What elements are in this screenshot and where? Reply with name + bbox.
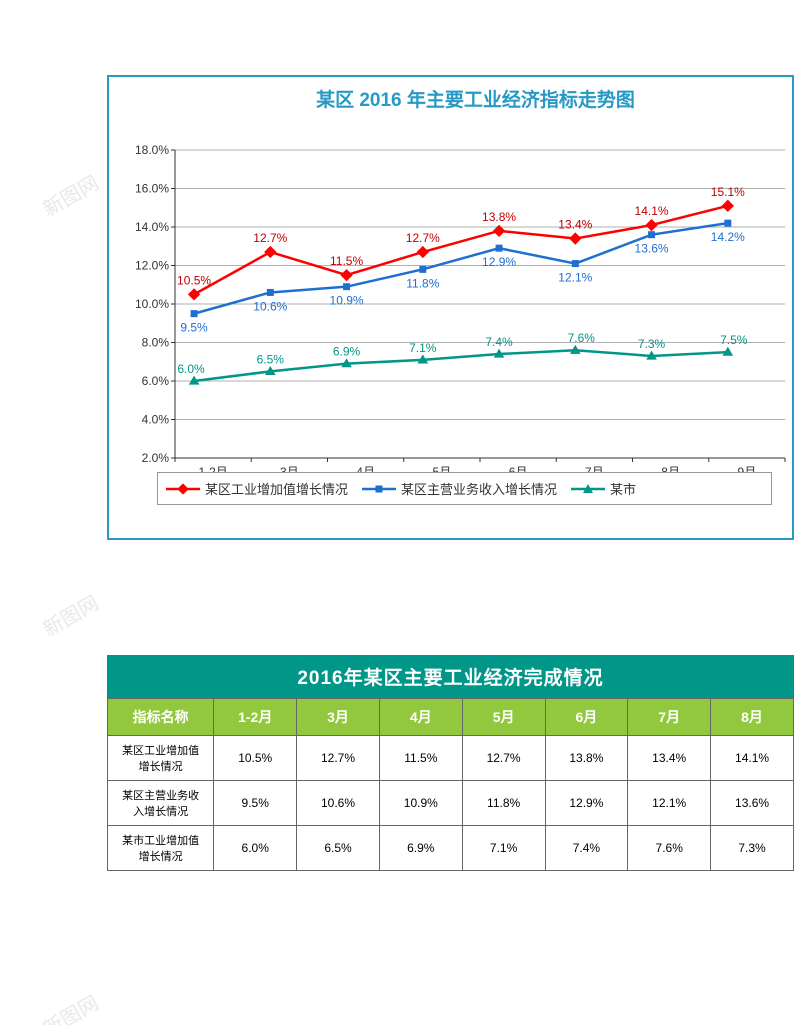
- table-cell: 9.5%: [214, 781, 297, 826]
- table-cell: 7.6%: [628, 826, 711, 871]
- chart-plot-area: 2.0% 4.0% 6.0% 8.0% 10.0% 12.0% 14.0% 16.0% 18.0…: [109, 112, 794, 472]
- table-cell: 13.8%: [545, 736, 628, 781]
- svg-text:10.5%: 10.5%: [177, 273, 211, 287]
- table-header-cell: 1-2月: [214, 699, 297, 736]
- legend-label: 某区主营业务收入增长情况: [401, 479, 557, 498]
- svg-text:3月: 3月: [280, 465, 299, 472]
- svg-text:13.6%: 13.6%: [635, 242, 669, 256]
- svg-text:14.1%: 14.1%: [635, 204, 669, 218]
- table-cell: 12.7%: [297, 736, 380, 781]
- table-cell: 7.4%: [545, 826, 628, 871]
- legend-item-series-1: 某区工业增加值增长情况: [166, 479, 348, 498]
- svg-text:9月: 9月: [738, 465, 757, 472]
- svg-text:7.1%: 7.1%: [409, 341, 437, 355]
- svg-text:6月: 6月: [509, 465, 528, 472]
- table-cell: 12.9%: [545, 781, 628, 826]
- svg-text:6.9%: 6.9%: [333, 345, 361, 359]
- table-cell: 6.5%: [297, 826, 380, 871]
- svg-text:12.1%: 12.1%: [558, 271, 592, 285]
- svg-text:12.9%: 12.9%: [482, 255, 516, 269]
- svg-text:10.0%: 10.0%: [135, 297, 169, 311]
- table-header-cell: 3月: [297, 699, 380, 736]
- table-cell: 11.5%: [379, 736, 462, 781]
- svg-text:10.9%: 10.9%: [330, 294, 364, 308]
- table-row-label: 某区主营业务收入增长情况: [108, 781, 214, 826]
- svg-text:6.5%: 6.5%: [257, 352, 285, 366]
- svg-text:13.4%: 13.4%: [558, 218, 592, 232]
- svg-text:8.0%: 8.0%: [142, 336, 170, 350]
- svg-text:6.0%: 6.0%: [142, 374, 170, 388]
- table-row-label: 某市工业增加值增长情况: [108, 826, 214, 871]
- svg-text:12.7%: 12.7%: [406, 231, 440, 245]
- watermark: 新图网: [37, 167, 103, 222]
- table-cell: 7.3%: [711, 826, 794, 871]
- chart-legend: 某区工业增加值增长情况 某区主营业务收入增长情况 某市: [157, 472, 772, 505]
- table-row: 某市工业增加值增长情况6.0%6.5%6.9%7.1%7.4%7.6%7.3%: [108, 826, 794, 871]
- svg-text:12.0%: 12.0%: [135, 259, 169, 273]
- svg-text:14.0%: 14.0%: [135, 220, 169, 234]
- table-header-cell: 指标名称: [108, 699, 214, 736]
- svg-text:1-2月: 1-2月: [198, 465, 227, 472]
- watermark: 新图网: [37, 987, 103, 1025]
- svg-text:7.5%: 7.5%: [720, 333, 748, 347]
- table-row-label: 某区工业增加值增长情况: [108, 736, 214, 781]
- table-row: 某区主营业务收入增长情况9.5%10.6%10.9%11.8%12.9%12.1…: [108, 781, 794, 826]
- table-cell: 10.6%: [297, 781, 380, 826]
- table-header-cell: 5月: [462, 699, 545, 736]
- line-chart-container: 某区 2016 年主要工业经济指标走势图 2.0% 4.0% 6.0% 8.0% 10.…: [107, 75, 794, 540]
- table-cell: 12.1%: [628, 781, 711, 826]
- svg-text:10.6%: 10.6%: [253, 299, 287, 313]
- svg-text:14.2%: 14.2%: [711, 230, 745, 244]
- table-title: 2016年某区主要工业经济完成情况: [107, 655, 794, 698]
- table-cell: 13.6%: [711, 781, 794, 826]
- table-header-cell: 6月: [545, 699, 628, 736]
- legend-label: 某区工业增加值增长情况: [205, 479, 348, 498]
- table-cell: 11.8%: [462, 781, 545, 826]
- table-header-cell: 4月: [379, 699, 462, 736]
- svg-text:16.0%: 16.0%: [135, 182, 169, 196]
- svg-text:2.0%: 2.0%: [142, 451, 170, 465]
- svg-text:9.5%: 9.5%: [180, 321, 208, 335]
- svg-text:7.3%: 7.3%: [638, 337, 666, 351]
- table-cell: 6.0%: [214, 826, 297, 871]
- data-table-section: 2016年某区主要工业经济完成情况 指标名称1-2月3月4月5月6月7月8月 某…: [107, 655, 794, 871]
- data-table: 指标名称1-2月3月4月5月6月7月8月 某区工业增加值增长情况10.5%12.…: [107, 698, 794, 871]
- table-cell: 13.4%: [628, 736, 711, 781]
- table-cell: 7.1%: [462, 826, 545, 871]
- svg-text:8月: 8月: [661, 465, 680, 472]
- svg-text:7.6%: 7.6%: [568, 331, 596, 345]
- watermark: 新图网: [37, 587, 103, 642]
- legend-item-series-3: 某市: [571, 479, 636, 498]
- svg-text:11.8%: 11.8%: [406, 276, 439, 290]
- svg-text:5月: 5月: [433, 465, 452, 472]
- svg-text:4.0%: 4.0%: [142, 413, 170, 427]
- chart-title: 某区 2016 年主要工业经济指标走势图: [134, 77, 794, 112]
- table-row: 某区工业增加值增长情况10.5%12.7%11.5%12.7%13.8%13.4…: [108, 736, 794, 781]
- svg-text:6.0%: 6.0%: [177, 362, 205, 376]
- svg-text:7.4%: 7.4%: [485, 335, 513, 349]
- legend-label: 某市: [610, 479, 636, 498]
- table-header-cell: 7月: [628, 699, 711, 736]
- table-header-cell: 8月: [711, 699, 794, 736]
- table-cell: 6.9%: [379, 826, 462, 871]
- legend-item-series-2: 某区主营业务收入增长情况: [362, 479, 557, 498]
- svg-text:4月: 4月: [356, 465, 375, 472]
- svg-text:13.8%: 13.8%: [482, 210, 516, 224]
- svg-text:11.5%: 11.5%: [330, 254, 363, 268]
- svg-text:12.7%: 12.7%: [253, 231, 287, 245]
- table-cell: 10.9%: [379, 781, 462, 826]
- table-cell: 14.1%: [711, 736, 794, 781]
- table-cell: 10.5%: [214, 736, 297, 781]
- svg-text:7月: 7月: [585, 465, 604, 472]
- svg-text:18.0%: 18.0%: [135, 143, 169, 157]
- svg-text:15.1%: 15.1%: [711, 185, 745, 199]
- table-cell: 12.7%: [462, 736, 545, 781]
